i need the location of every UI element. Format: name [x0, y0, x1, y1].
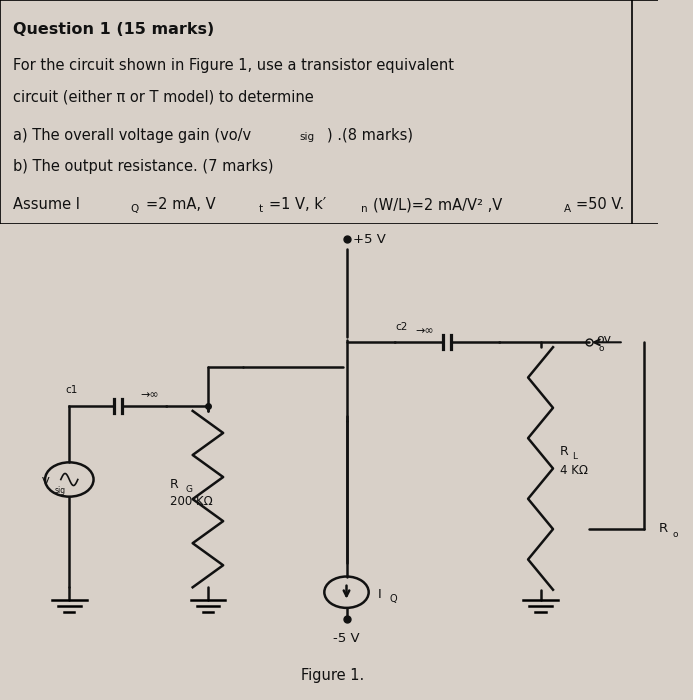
Text: Figure 1.: Figure 1. — [301, 668, 365, 683]
Text: =50 V.: =50 V. — [576, 197, 624, 212]
Text: I: I — [378, 588, 381, 601]
Text: R: R — [170, 478, 179, 491]
Text: Question 1 (15 marks): Question 1 (15 marks) — [13, 22, 214, 37]
Text: Assume I: Assume I — [13, 197, 80, 212]
Text: Q: Q — [389, 594, 397, 603]
Text: 4 KΩ: 4 KΩ — [560, 464, 588, 477]
Text: c1: c1 — [66, 385, 78, 396]
Text: Q: Q — [130, 204, 139, 214]
Text: →∞: →∞ — [416, 326, 435, 336]
Text: c2: c2 — [395, 321, 407, 332]
Text: =1 V, k′: =1 V, k′ — [269, 197, 326, 212]
Text: t: t — [258, 204, 263, 214]
Text: (W/L)=2 mA/V² ,V: (W/L)=2 mA/V² ,V — [373, 197, 502, 212]
Text: a) The overall voltage gain (vo/v: a) The overall voltage gain (vo/v — [13, 127, 252, 143]
Text: +5 V: +5 V — [353, 233, 386, 246]
Text: V: V — [42, 477, 50, 487]
Text: 200 KΩ: 200 KΩ — [170, 495, 213, 508]
Text: circuit (either π or T model) to determine: circuit (either π or T model) to determi… — [13, 90, 314, 104]
Text: R: R — [658, 522, 667, 535]
Text: =2 mA, V: =2 mA, V — [146, 197, 216, 212]
Text: b) The output resistance. (7 marks): b) The output resistance. (7 marks) — [13, 159, 274, 174]
Text: L: L — [572, 452, 577, 461]
Text: ) .(8 marks): ) .(8 marks) — [326, 127, 412, 143]
Text: n: n — [361, 204, 367, 214]
Text: For the circuit shown in Figure 1, use a transistor equivalent: For the circuit shown in Figure 1, use a… — [13, 58, 454, 74]
Text: o: o — [672, 530, 678, 539]
Text: R: R — [560, 444, 569, 458]
Text: o: o — [598, 344, 604, 353]
Text: ov: ov — [596, 333, 611, 346]
Text: G: G — [186, 485, 193, 494]
Text: →∞: →∞ — [140, 390, 159, 400]
Text: A: A — [564, 204, 571, 214]
Text: sig: sig — [299, 132, 315, 142]
Text: -5 V: -5 V — [333, 632, 360, 645]
Text: sig: sig — [55, 486, 66, 495]
